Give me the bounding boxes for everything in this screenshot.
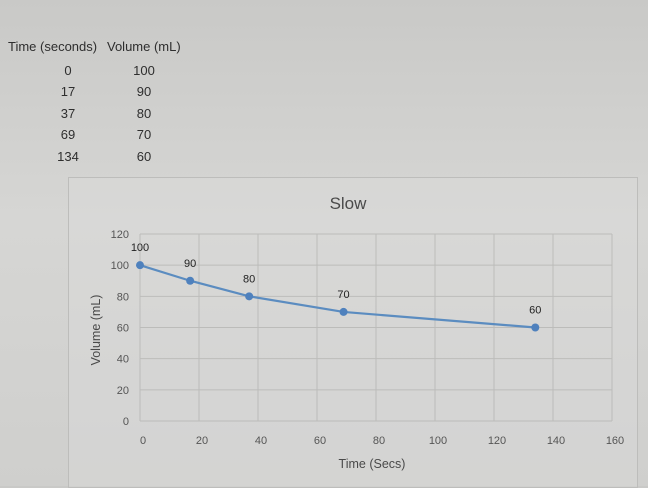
y-tick-label: 80 — [117, 291, 129, 303]
y-tick-label: 100 — [111, 260, 129, 272]
data-point — [245, 292, 254, 301]
table-header-time: Time (seconds) — [8, 39, 98, 54]
table-cell-time: 37 — [60, 106, 76, 121]
y-tick-label: 60 — [117, 323, 129, 335]
table-cell-time: 69 — [60, 127, 76, 142]
table-cell-time: 134 — [57, 149, 79, 164]
data-table: Time (seconds) Volume (mL) 0 100 17 90 3… — [0, 0, 220, 170]
x-tick-label: 0 — [140, 435, 146, 447]
x-tick-label: 140 — [547, 435, 565, 447]
data-label: 80 — [243, 273, 255, 285]
data-point — [136, 261, 144, 270]
y-axis-label: Volume (mL) — [89, 295, 103, 366]
x-tick-label: 120 — [488, 435, 506, 447]
y-tick-label: 0 — [123, 416, 129, 428]
data-labels: 100 90 80 70 60 — [131, 242, 542, 316]
x-tick-label: 160 — [606, 435, 624, 447]
table-cell-time: 0 — [64, 63, 72, 78]
grid-lines — [139, 233, 613, 422]
x-tick-label: 100 — [429, 435, 447, 447]
series-volume — [136, 261, 540, 332]
table-cell-volume: 60 — [136, 149, 152, 164]
data-point — [186, 276, 195, 285]
table-cell-time: 17 — [60, 84, 76, 99]
table-cell-volume: 80 — [136, 106, 152, 121]
data-label: 90 — [184, 258, 196, 270]
x-tick-label: 60 — [314, 435, 326, 447]
table-cell-volume: 100 — [133, 63, 155, 78]
x-tick-label: 40 — [255, 435, 267, 447]
data-label: 100 — [131, 242, 149, 254]
table-cell-volume: 90 — [136, 84, 152, 99]
y-tick-label: 20 — [117, 385, 129, 397]
table-cell-volume: 70 — [136, 127, 152, 142]
data-label: 70 — [337, 289, 349, 301]
chart-title: Slow — [330, 194, 368, 213]
x-tick-label: 80 — [373, 435, 385, 447]
y-tick-label: 120 — [111, 229, 129, 241]
data-point — [339, 307, 348, 316]
table-header-volume: Volume (mL) — [107, 39, 181, 54]
data-point — [531, 323, 540, 332]
chart-panel — [68, 177, 638, 488]
data-label: 60 — [529, 305, 541, 317]
x-axis-label: Time (Secs) — [339, 457, 406, 471]
x-tick-label: 20 — [196, 435, 208, 447]
y-tick-label: 40 — [117, 354, 129, 366]
